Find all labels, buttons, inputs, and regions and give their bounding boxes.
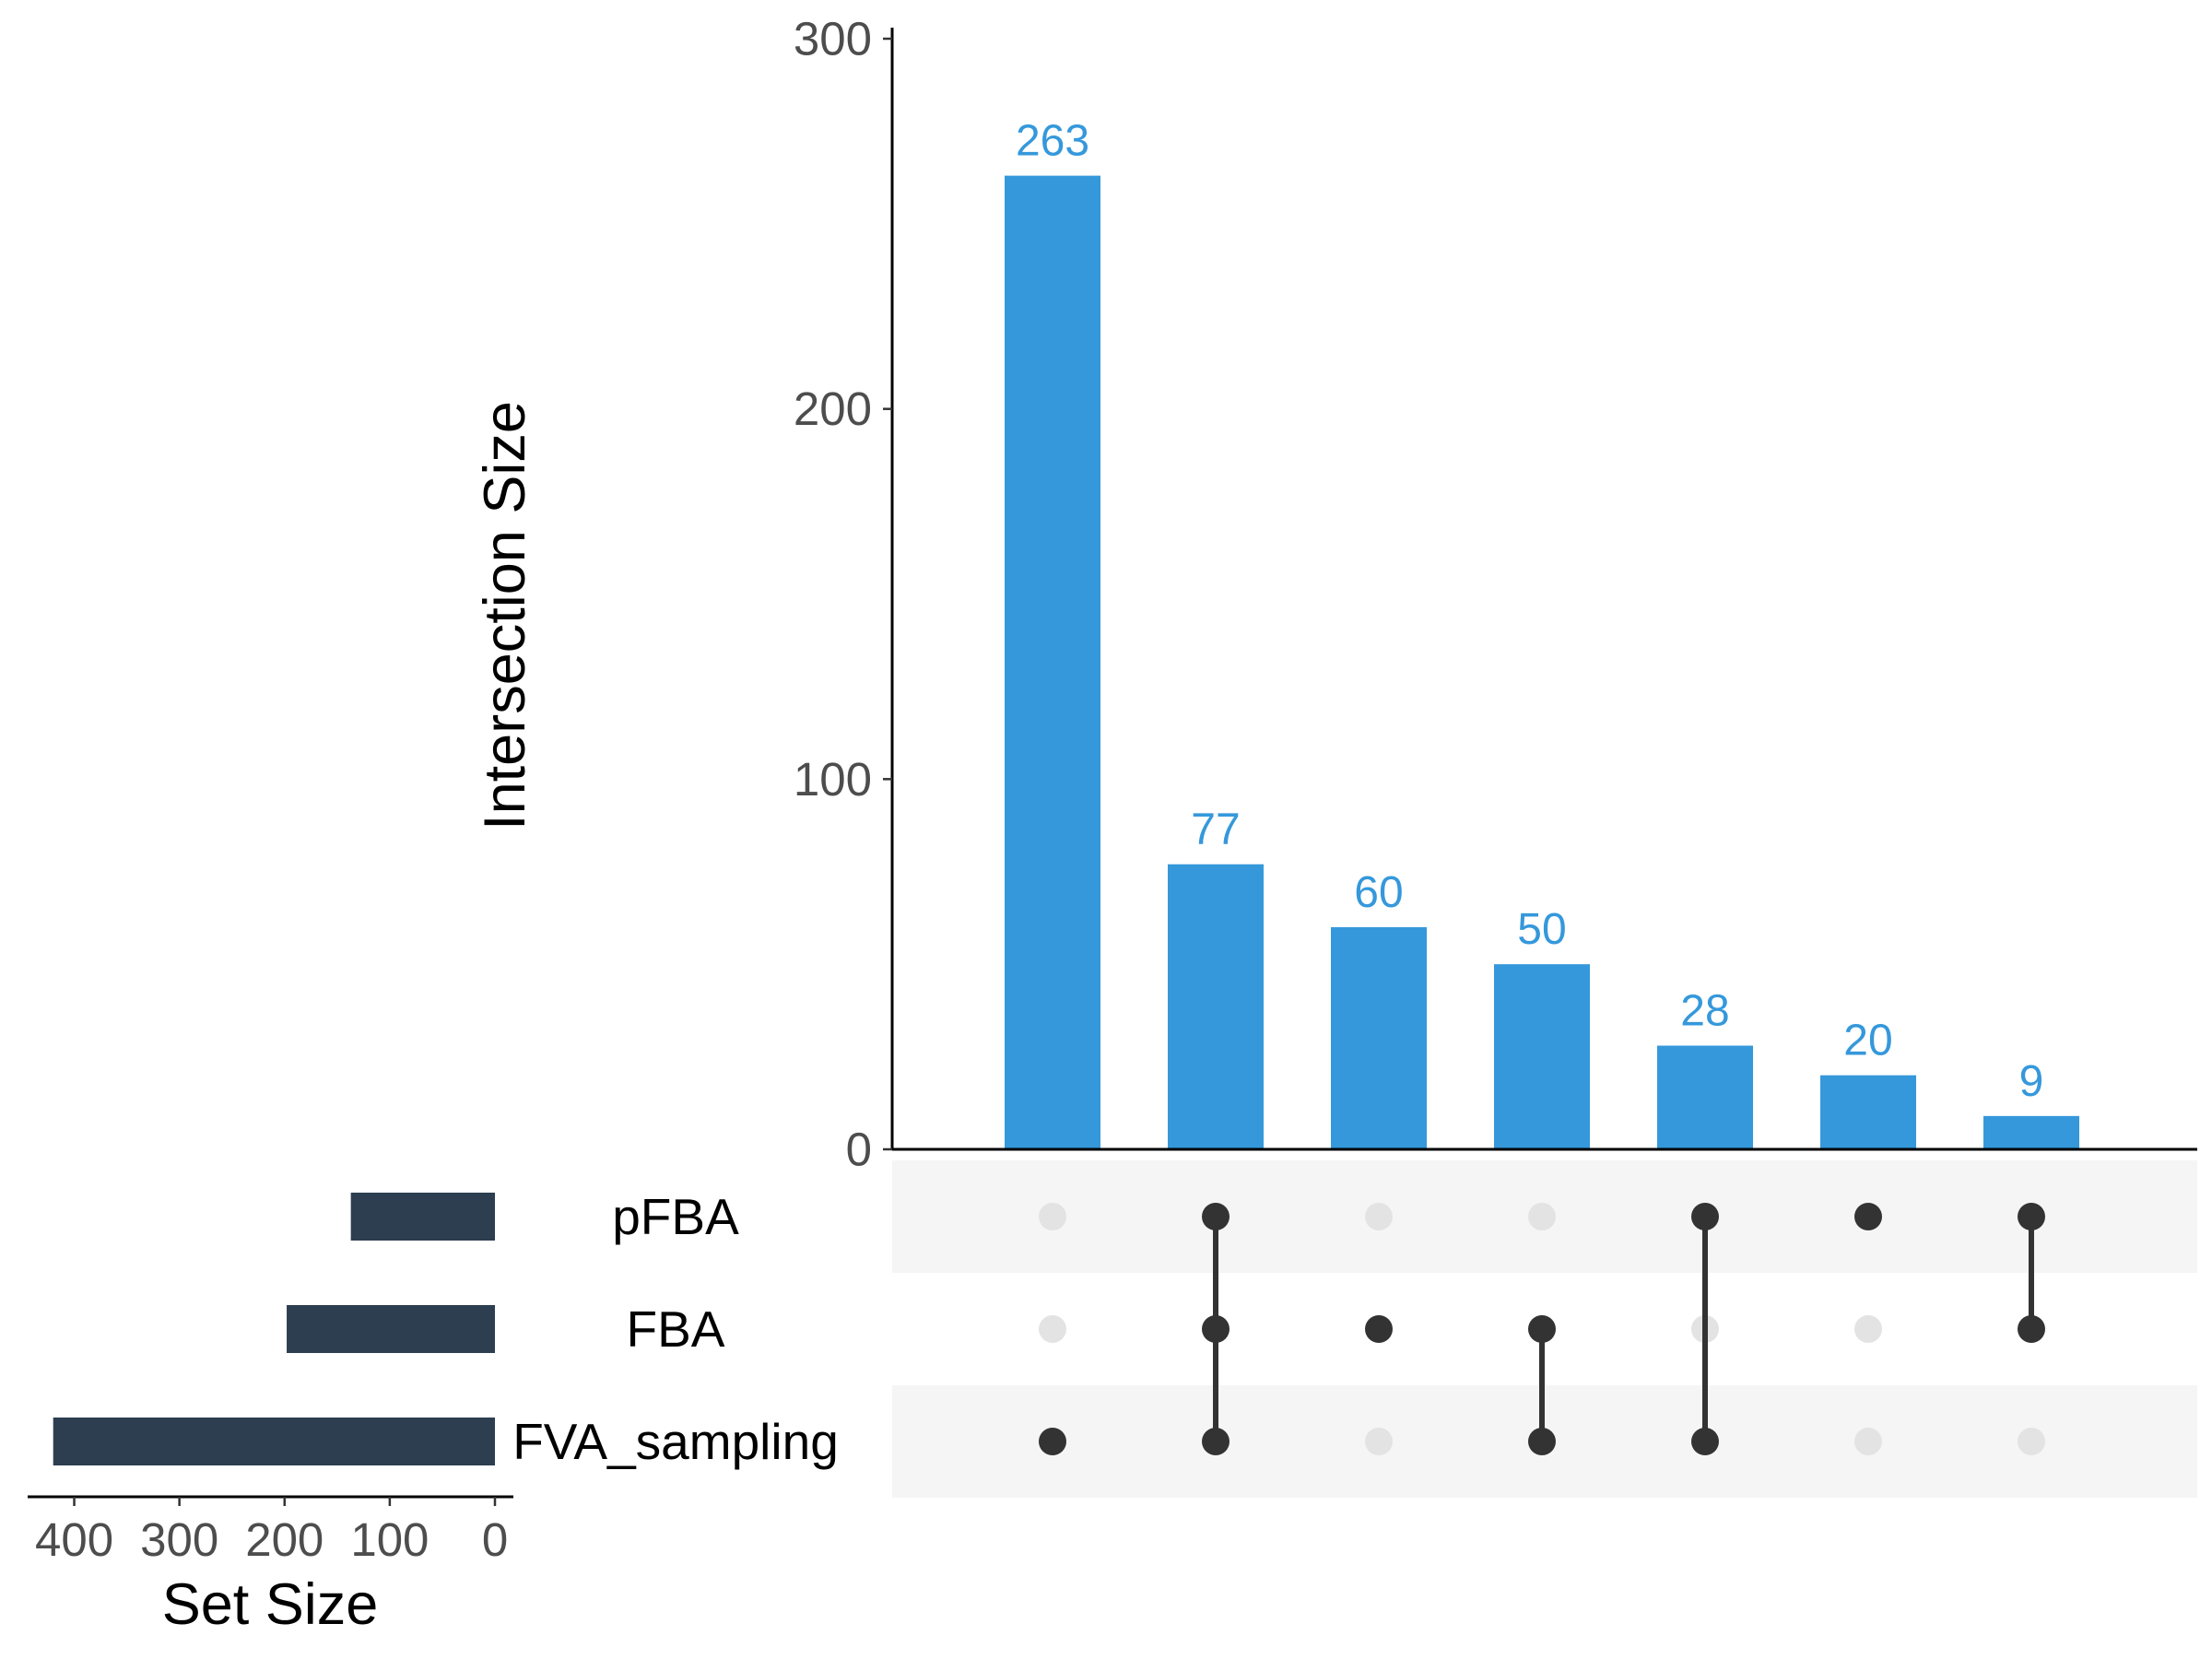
intersection-bar bbox=[1494, 964, 1590, 1149]
set-size-bar bbox=[287, 1305, 495, 1353]
matrix-dot-active bbox=[1854, 1203, 1882, 1230]
y-tick-label: 300 bbox=[794, 13, 872, 65]
matrix-dot-active bbox=[1528, 1315, 1556, 1343]
intersection-bar-label: 263 bbox=[1016, 117, 1089, 166]
matrix-dot-inactive bbox=[1854, 1428, 1882, 1455]
matrix-dot-active bbox=[1202, 1203, 1230, 1230]
matrix-dot-inactive bbox=[1039, 1315, 1066, 1343]
intersection-bar bbox=[1168, 864, 1264, 1149]
intersection-bar-label: 28 bbox=[1680, 987, 1729, 1036]
matrix-dot-active bbox=[1365, 1315, 1393, 1343]
set-size-bar bbox=[53, 1418, 496, 1465]
matrix-dot-inactive bbox=[1039, 1203, 1066, 1230]
intersection-bar bbox=[1983, 1115, 2079, 1149]
intersection-bar bbox=[1657, 1045, 1753, 1149]
intersection-bar-label: 60 bbox=[1354, 868, 1403, 917]
matrix-dot-inactive bbox=[1854, 1315, 1882, 1343]
matrix-dot-active bbox=[1528, 1428, 1556, 1455]
set-size-bars bbox=[53, 1193, 496, 1465]
intersection-bar-label: 9 bbox=[2019, 1057, 2044, 1106]
intersection-bar-label: 77 bbox=[1191, 806, 1240, 854]
matrix-dot-active bbox=[1691, 1428, 1719, 1455]
membership-matrix bbox=[1039, 1203, 2045, 1455]
set-size-tick-label: 0 bbox=[482, 1513, 508, 1566]
intersection-bar bbox=[1820, 1075, 1916, 1149]
matrix-dot-active bbox=[1691, 1203, 1719, 1230]
set-size-tick-label: 200 bbox=[245, 1513, 324, 1566]
intersection-bar-labels: 263 77 60 50 28 20 9 bbox=[1016, 117, 2043, 1106]
matrix-dot-active bbox=[1202, 1428, 1230, 1455]
set-label: FVA_sampling bbox=[512, 1413, 839, 1470]
set-size-axis-title: Set Size bbox=[162, 1572, 379, 1637]
matrix-dot-active bbox=[2018, 1315, 2045, 1343]
intersection-bar bbox=[1005, 175, 1100, 1149]
y-tick-label: 200 bbox=[794, 382, 872, 435]
intersection-bar-label: 50 bbox=[1517, 905, 1566, 954]
set-size-bar bbox=[350, 1193, 495, 1241]
intersection-bar bbox=[1331, 927, 1427, 1149]
y-axis-title: Intersection Size bbox=[473, 401, 537, 830]
intersection-bars bbox=[1005, 175, 2079, 1149]
matrix-dot-active bbox=[1039, 1428, 1066, 1455]
set-size-axis: 400 300 200 100 0 bbox=[28, 1495, 513, 1566]
matrix-dot-inactive bbox=[1365, 1428, 1393, 1455]
matrix-dot-active bbox=[2018, 1203, 2045, 1230]
matrix-dot-active bbox=[1202, 1315, 1230, 1343]
matrix-dot-inactive bbox=[1528, 1203, 1556, 1230]
set-size-tick-label: 100 bbox=[350, 1513, 429, 1566]
matrix-dot-inactive bbox=[2018, 1428, 2045, 1455]
intersection-bar-label: 20 bbox=[1843, 1017, 1892, 1065]
y-tick-label: 0 bbox=[846, 1124, 872, 1176]
set-labels: pFBA FBA FVA_sampling bbox=[512, 1188, 839, 1470]
set-size-tick-label: 400 bbox=[35, 1513, 113, 1566]
matrix-dot-inactive bbox=[1365, 1203, 1393, 1230]
intersection-y-axis: 0 100 200 300 bbox=[794, 13, 2197, 1176]
y-tick-label: 100 bbox=[794, 753, 872, 806]
set-size-tick-label: 300 bbox=[140, 1513, 218, 1566]
set-label: FBA bbox=[627, 1300, 725, 1358]
set-label: pFBA bbox=[612, 1188, 739, 1245]
